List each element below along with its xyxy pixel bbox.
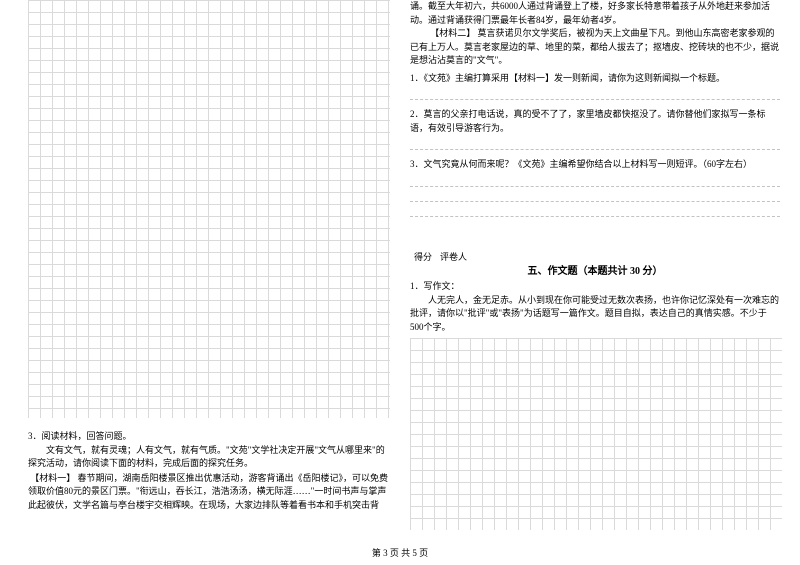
exam-page: 3．阅读材料，回答问题。 文有文气，就有灵魂；人有文气，就有气质。"文苑"文学社… — [0, 0, 800, 565]
score-label: 得分 — [414, 250, 432, 263]
essay-prompt: 人无完人，金无足赤。从小到现在你可能受过无数次表扬，也许你记忆深处有一次难忘的批… — [410, 294, 780, 335]
answer-grid-top-left — [28, 0, 390, 418]
cont1: 诵。截至大年初六，共6000人通过背诵登上了楼，好多家长特意带着孩子从外地赶来参… — [410, 0, 780, 27]
material1-label: 【材料一】 — [30, 473, 75, 483]
answer-line-3a — [410, 175, 780, 187]
sub-q3: 3．文气究竟从何而来呢？《文苑》主编希望你结合以上材料写一则短评。（60字左右） — [410, 158, 780, 172]
material1: 【材料一】 春节期间，湖南岳阳楼景区推出优惠活动，游客背诵出《岳阳楼记》，可以免… — [28, 472, 390, 513]
answer-line-3c — [410, 205, 780, 217]
q3-p1: 文有文气，就有灵魂；人有文气，就有气质。"文苑"文学社决定开展"文气从哪里来"的… — [28, 444, 390, 471]
sub-q2: 2．莫言的父亲打电话说，真的受不了了，家里墙皮都快抠没了。请你替他们家拟写一条标… — [410, 108, 780, 135]
essay-grid — [410, 338, 782, 530]
answer-line-1 — [410, 88, 780, 100]
section5-title: 五、作文题（本题共计 30 分） — [410, 264, 780, 279]
q3-block: 3．阅读材料，回答问题。 文有文气，就有灵魂；人有文气，就有气质。"文苑"文学社… — [28, 430, 390, 512]
q3-intro: 3．阅读材料，回答问题。 — [28, 430, 390, 444]
answer-line-3b — [410, 190, 780, 202]
material2-label: 【材料二】 — [430, 28, 475, 38]
grader-label: 评卷人 — [440, 250, 467, 263]
left-column: 3．阅读材料，回答问题。 文有文气，就有灵魂；人有文气，就有气质。"文苑"文学社… — [0, 0, 400, 565]
sub-q1: 1．《文苑》主编打算采用【材料一】发一则新闻，请你为这则新闻拟一个标题。 — [410, 72, 780, 86]
right-text-block: 诵。截至大年初六，共6000人通过背诵登上了楼，好多家长特意带着孩子从外地赶来参… — [410, 0, 780, 225]
score-box: 得分 评卷人 — [410, 248, 500, 265]
essay-intro: 1．写作文： — [410, 280, 780, 294]
essay-block: 1．写作文： 人无完人，金无足赤。从小到现在你可能受过无数次表扬，也许你记忆深处… — [410, 280, 780, 334]
right-column: 诵。截至大年初六，共6000人通过背诵登上了楼，好多家长特意带着孩子从外地赶来参… — [400, 0, 800, 565]
material1-text: 春节期间，湖南岳阳楼景区推出优惠活动，游客背诵出《岳阳楼记》，可以免费领取价值8… — [28, 473, 388, 510]
page-footer: 第 3 页 共 5 页 — [0, 546, 800, 559]
material2: 【材料二】 莫言获诺贝尔文学奖后，被视为天上文曲星下凡。到他山东高密老家参观的已… — [410, 27, 780, 68]
answer-line-2 — [410, 138, 780, 150]
